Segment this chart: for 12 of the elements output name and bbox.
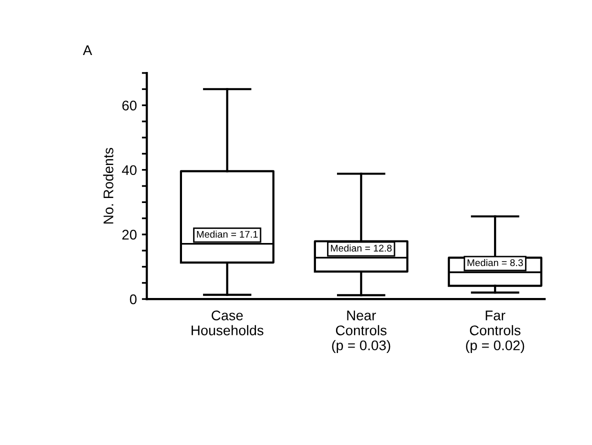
- annotation: Median = 17.1: [197, 230, 258, 238]
- y-tick-label: 60: [122, 100, 137, 110]
- annotation: Median = 8.3: [468, 259, 523, 266]
- y-tick-label: 20: [122, 230, 137, 240]
- x-tick-label: Near Controls (p = 0.03): [332, 310, 390, 354]
- y-axis-title: No. Rodents: [103, 148, 114, 224]
- annotation: Median = 12.8: [330, 244, 392, 252]
- y-tick-label: 40: [122, 165, 137, 176]
- x-tick-label: Far Controls (p = 0.02): [466, 310, 524, 354]
- chart-title: A: [82, 45, 92, 55]
- y-tick-label: 0: [130, 294, 137, 304]
- x-tick-label: Case Households: [192, 310, 264, 336]
